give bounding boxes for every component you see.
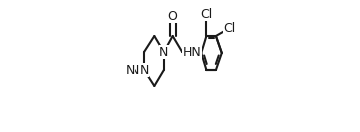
Text: Cl: Cl: [224, 22, 236, 34]
Text: HN: HN: [183, 46, 202, 58]
Text: Cl: Cl: [200, 8, 212, 20]
Text: O: O: [168, 10, 177, 22]
Text: N: N: [159, 46, 168, 58]
Text: N: N: [130, 63, 139, 77]
Text: N: N: [125, 63, 135, 77]
Text: N: N: [139, 63, 149, 77]
